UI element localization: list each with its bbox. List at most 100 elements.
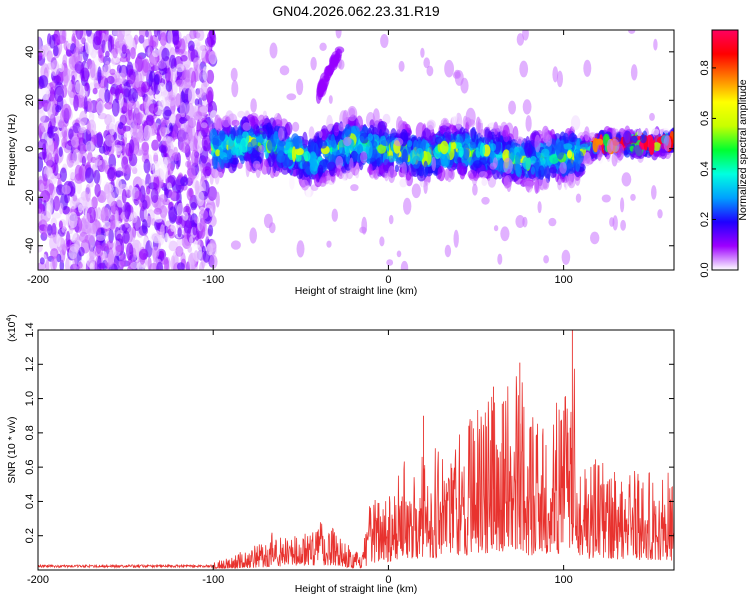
ridge-cell [303, 151, 311, 162]
ridge-cell [247, 141, 253, 154]
scatter-cell [426, 65, 434, 77]
scatter-cell [230, 240, 241, 250]
noise-cell [143, 158, 151, 174]
noise-cell [152, 161, 160, 178]
scatter-cell [338, 59, 345, 70]
noise-cell [107, 167, 116, 180]
ridge-cell [317, 164, 324, 177]
noise-cell [150, 187, 159, 203]
noise-cell [107, 251, 114, 266]
noise-cell [132, 118, 138, 137]
noise-cell [94, 183, 101, 197]
noise-cell [180, 142, 190, 154]
noise-cell [168, 206, 178, 224]
ridge-cell [538, 165, 545, 180]
ridge-cell [652, 128, 660, 136]
noise-cell [107, 34, 113, 53]
noise-cell [85, 183, 91, 202]
scatter-cell [215, 191, 220, 208]
scatter-cell [335, 155, 344, 169]
scatter-cell [444, 59, 454, 78]
noise-cell [124, 202, 131, 220]
ridge-cell [245, 160, 250, 178]
colorbar-tick-label: 0.8 [699, 60, 711, 75]
ridge-cell [479, 142, 486, 157]
noise-cell [40, 88, 51, 101]
scatter-cell [478, 171, 488, 179]
noise-cell [123, 163, 132, 175]
noise-cell [195, 180, 200, 195]
ridge-cell [356, 154, 362, 163]
noise-cell [96, 227, 102, 236]
scatter-cell [612, 215, 618, 231]
ridge-cell [359, 132, 369, 144]
colorbar-label: Normalized spectral amplitude [737, 79, 749, 220]
noise-cell [56, 233, 61, 248]
ridge-cell [266, 139, 276, 152]
ridge-cell [267, 149, 276, 168]
noise-cell [187, 86, 196, 105]
noise-cell [121, 189, 127, 204]
noise-cell [51, 222, 57, 237]
ridge-cell [557, 178, 563, 191]
noise-cell [149, 35, 154, 53]
noise-cell [50, 248, 59, 259]
noise-cell [38, 51, 43, 61]
spectrogram-x-ticks: -200 -100 0 100 [27, 30, 573, 286]
snr-x-ticks: -200 -100 0 100 [27, 330, 573, 586]
noise-cell [43, 173, 48, 187]
noise-cell [135, 111, 143, 124]
scatter-cell [628, 30, 636, 34]
snr-series-line [38, 368, 674, 570]
noise-cell [38, 98, 44, 110]
ridge-cell [631, 135, 638, 143]
scatter-cell [386, 259, 394, 266]
ridge-cell [502, 124, 510, 143]
secondary-trace-cell [334, 46, 345, 54]
scatter-cell [516, 33, 525, 46]
secondary-trace-cell [334, 53, 342, 62]
noise-cell [194, 63, 202, 82]
ridge-cell [407, 139, 413, 148]
scatter-cell [465, 107, 476, 126]
ridge-cell [534, 176, 540, 194]
y-tick-label: 0.6 [24, 459, 36, 474]
noise-cell [53, 45, 59, 57]
noise-cell [182, 211, 189, 221]
noise-cell [115, 70, 120, 83]
scatter-cell [444, 244, 452, 258]
scatter-cell [522, 99, 532, 115]
scatter-cell [292, 121, 300, 132]
ridge-cell [377, 121, 386, 137]
scatter-cell [519, 60, 529, 78]
noise-cell [175, 215, 183, 225]
noise-cell [135, 54, 145, 72]
noise-cell [101, 220, 112, 229]
ridge-cell [568, 132, 577, 143]
scatter-cell [209, 254, 218, 269]
noise-cell [199, 106, 208, 113]
noise-cell [106, 75, 115, 85]
noise-cell [95, 234, 106, 241]
noise-cell [93, 169, 101, 184]
noise-cell [139, 248, 149, 260]
ridge-cell [367, 133, 373, 142]
noise-cell [206, 69, 215, 84]
noise-cell [38, 262, 47, 270]
noise-cell [85, 140, 95, 153]
noise-cell [98, 145, 106, 154]
ridge-cell [440, 151, 450, 168]
noise-cell [68, 211, 78, 229]
ridge-cell [319, 140, 328, 149]
scatter-cell [286, 93, 297, 101]
noise-cell [78, 43, 84, 52]
ridge-cell [294, 147, 304, 156]
ridge-cell [292, 135, 302, 150]
scatter-cell [611, 152, 618, 167]
colorbar-tick-label: 0.0 [699, 262, 711, 277]
scatter-cell [331, 208, 338, 222]
scatter-cell [556, 70, 564, 88]
noise-cell [171, 152, 181, 162]
noise-cell [94, 244, 104, 258]
ridge-cell [258, 114, 265, 124]
